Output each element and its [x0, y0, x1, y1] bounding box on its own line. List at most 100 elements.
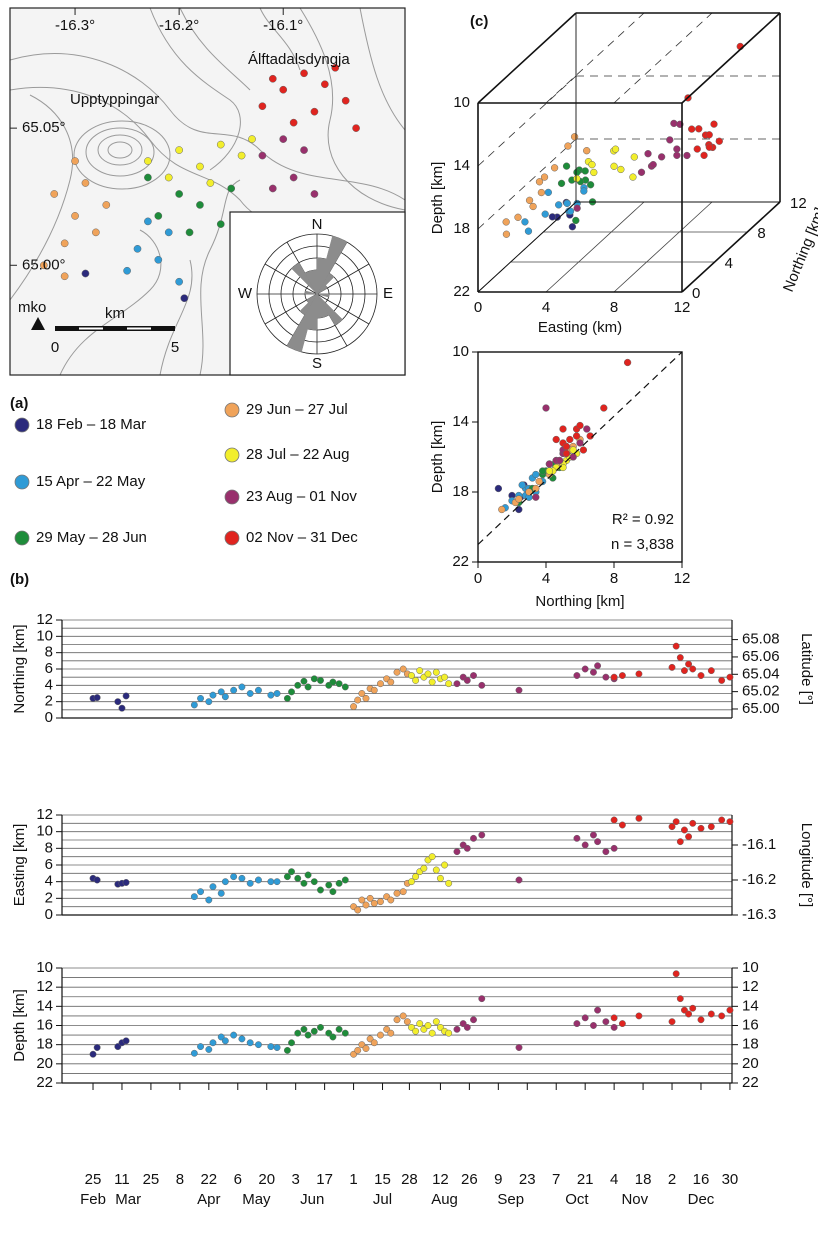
- event: [399, 888, 407, 896]
- epicenter: [175, 146, 183, 154]
- y-tick-label: 65.00°: [22, 256, 66, 273]
- x-tick-label: 0: [474, 299, 482, 316]
- y-tick-label: 0: [45, 709, 53, 726]
- event: [590, 668, 597, 676]
- event: [676, 838, 684, 846]
- x-tick-label: 12: [674, 299, 691, 316]
- x-tick-label: 25: [143, 1171, 160, 1188]
- event: [217, 889, 225, 897]
- legend-label: 02 Nov – 31 Dec: [246, 529, 358, 546]
- event: [432, 668, 440, 676]
- event: [573, 1020, 581, 1028]
- y-tick-label: 12: [36, 806, 53, 823]
- event: [190, 1049, 198, 1057]
- map-frame: [9, 7, 406, 376]
- y-tick-label: 6: [45, 856, 53, 873]
- event: [238, 874, 246, 882]
- epicenter: [175, 277, 183, 286]
- event: [718, 1012, 726, 1020]
- fit-line: [477, 351, 683, 545]
- event: [310, 675, 318, 683]
- event: [370, 686, 378, 694]
- rose-label: W: [238, 285, 253, 302]
- event: [594, 662, 602, 670]
- y2-tick-label: 14: [742, 997, 759, 1014]
- event: [89, 1050, 97, 1058]
- event: [463, 844, 471, 852]
- event: [118, 704, 126, 712]
- hypocenter: [617, 165, 625, 174]
- y-tick-label: 4: [725, 255, 733, 272]
- event: [412, 676, 420, 684]
- rose-diagram: N E S W: [238, 216, 393, 372]
- event: [354, 906, 362, 914]
- hypocenter: [544, 188, 552, 197]
- legend-marker: [224, 530, 240, 546]
- epicenter: [310, 190, 319, 198]
- legend-label: 28 Jul – 22 Aug: [246, 446, 349, 463]
- event: [718, 816, 726, 824]
- event: [445, 680, 453, 688]
- hypocenter: [673, 145, 681, 153]
- scale-bar: [55, 326, 175, 331]
- event: [441, 673, 449, 681]
- hypocenter: [572, 216, 580, 225]
- event: [238, 683, 246, 691]
- event: [707, 667, 715, 675]
- event: [635, 814, 643, 822]
- point: [498, 505, 506, 514]
- event: [329, 678, 337, 686]
- x-axis-label: Easting (km): [538, 319, 622, 336]
- grid-line: [613, 201, 713, 293]
- event: [273, 1044, 281, 1051]
- month-label: Feb: [80, 1191, 106, 1208]
- y-tick-label: 8: [757, 225, 765, 242]
- event: [325, 881, 333, 889]
- event: [594, 1006, 602, 1014]
- x-tick-label: 8: [610, 299, 618, 316]
- x-tick-label: -16.3°: [55, 17, 95, 34]
- event: [672, 970, 680, 978]
- event: [399, 1012, 407, 1020]
- event: [432, 1018, 440, 1026]
- event: [230, 1031, 238, 1039]
- event: [341, 1029, 349, 1037]
- x-tick-label: 9: [494, 1171, 502, 1188]
- hypocenter: [521, 218, 529, 226]
- event: [726, 1006, 734, 1014]
- rose-petal: [299, 293, 318, 316]
- event: [370, 1039, 378, 1047]
- event: [387, 678, 395, 686]
- hypocenter: [683, 151, 691, 160]
- y-tick-label: 20: [36, 1055, 53, 1072]
- event: [424, 1022, 432, 1029]
- event: [114, 698, 122, 706]
- event: [676, 654, 684, 662]
- legend-marker: [224, 447, 240, 463]
- x-tick-label: 18: [635, 1171, 652, 1188]
- event: [618, 672, 626, 679]
- y2-tick-label: 10: [742, 959, 759, 976]
- hypocenter: [550, 164, 559, 172]
- event: [387, 1029, 395, 1037]
- event: [697, 824, 705, 832]
- rose-label: N: [312, 216, 323, 233]
- point: [515, 505, 523, 514]
- event: [304, 683, 312, 691]
- event: [354, 1046, 362, 1054]
- x-tick-label: 12: [432, 1171, 449, 1188]
- rose-petal: [306, 293, 318, 303]
- hypocenter: [524, 227, 533, 235]
- grid-line: [545, 201, 645, 293]
- x-tick-label: 4: [542, 299, 550, 316]
- rose-petal: [316, 293, 330, 298]
- hypocenter: [580, 187, 588, 195]
- event: [685, 833, 693, 841]
- x-tick-label: 23: [519, 1171, 536, 1188]
- event: [267, 1043, 275, 1051]
- event: [707, 823, 715, 831]
- event: [362, 901, 370, 909]
- hypocenter: [502, 230, 511, 238]
- event: [341, 876, 349, 884]
